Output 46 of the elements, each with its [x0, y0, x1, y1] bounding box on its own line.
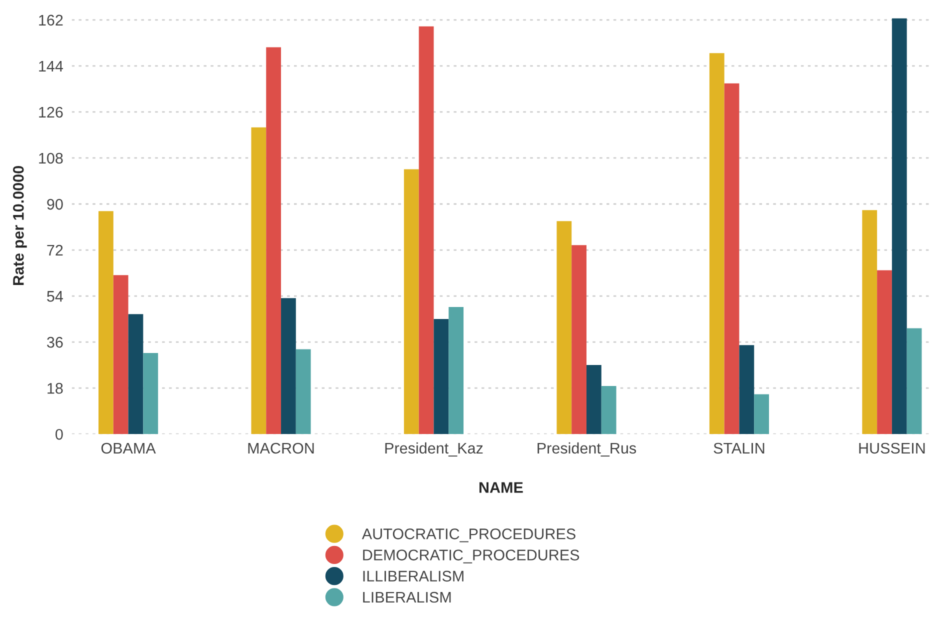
legend-label: ILLIBERALISM — [363, 570, 464, 582]
y-tick-label: 18 — [48, 382, 63, 394]
y-tick-label: 162 — [39, 14, 63, 26]
bar — [448, 307, 464, 434]
bar — [266, 47, 282, 434]
bar — [404, 169, 419, 434]
bar — [98, 211, 114, 434]
bar — [709, 53, 724, 434]
legend-label: AUTOCRATIC_PROCEDURES — [362, 528, 576, 542]
y-axis-title: Rate per 10.0000 — [12, 166, 27, 286]
bar — [296, 349, 311, 434]
legend-label: DEMOCRATIC_PROCEDURES — [363, 550, 580, 564]
bar — [586, 365, 602, 434]
bar — [418, 26, 434, 434]
bar — [113, 275, 128, 434]
legend-label: LIBERALISM — [363, 592, 451, 603]
x-tick-label: President_Rus — [538, 442, 636, 457]
x-tick-label: OBAMA — [101, 442, 156, 454]
bar — [754, 394, 769, 434]
y-tick-label: 54 — [47, 291, 63, 302]
bar — [601, 386, 616, 434]
bar — [251, 127, 266, 434]
bar — [892, 18, 907, 434]
x-tick-label: STALIN — [714, 442, 764, 454]
y-tick-label: 108 — [39, 152, 63, 164]
bar — [724, 83, 740, 434]
bar — [556, 221, 572, 434]
bar — [862, 210, 878, 434]
bar — [434, 319, 449, 434]
y-tick-label: 126 — [39, 106, 63, 118]
x-axis-title: NAME — [479, 482, 523, 493]
y-tick-label: 90 — [47, 198, 63, 210]
x-tick-label: President_Kaz — [385, 442, 483, 457]
y-tick-label: 72 — [47, 244, 63, 256]
y-tick-label: 36 — [47, 336, 63, 348]
bar — [281, 298, 296, 434]
y-tick-label: 0 — [56, 428, 63, 440]
bar — [906, 328, 922, 434]
x-tick-label: MACRON — [248, 442, 314, 454]
y-tick-label: 144 — [39, 60, 63, 72]
bar — [143, 353, 158, 434]
bar — [877, 270, 892, 434]
bar — [128, 314, 144, 434]
bar — [739, 345, 754, 434]
bar — [572, 245, 586, 434]
x-tick-label: HUSSEIN — [859, 442, 925, 454]
